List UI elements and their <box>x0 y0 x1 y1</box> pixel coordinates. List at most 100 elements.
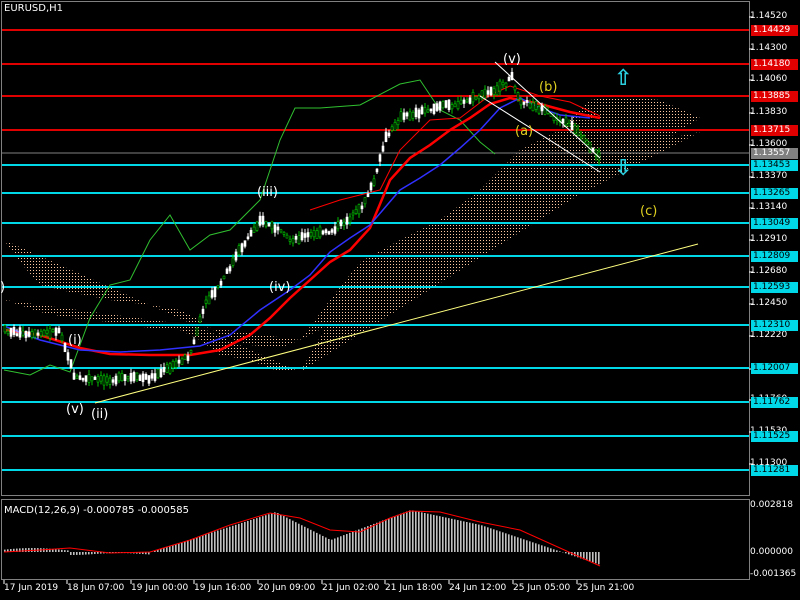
macd-histogram-bar <box>346 534 348 552</box>
time-axis-label: 24 Jun 12:00 <box>449 583 507 593</box>
macd-histogram-bar <box>514 536 516 552</box>
macd-histogram-bar <box>289 519 291 552</box>
macd-histogram-bar <box>202 535 204 552</box>
macd-histogram-bar <box>400 513 402 552</box>
macd-histogram-bar <box>16 548 18 552</box>
macd-histogram-bar <box>412 510 414 552</box>
channel-line-upper <box>494 61 601 159</box>
macd-histogram-bar <box>463 521 465 552</box>
macd-histogram-bar <box>301 525 303 552</box>
ichimoku-cloud-left <box>4 240 300 372</box>
macd-histogram-bar <box>526 540 528 552</box>
candle-body <box>129 372 133 382</box>
macd-histogram-bar <box>76 552 78 555</box>
wave-label-iv: (iv) <box>269 280 291 295</box>
macd-histogram-bar <box>70 552 72 555</box>
candle-body <box>414 107 418 118</box>
macd-histogram-bar <box>445 517 447 552</box>
macd-histogram-bar <box>94 552 96 555</box>
level-price-tag: 1.11525 <box>751 431 798 442</box>
level-price-tag: 1.13715 <box>751 125 798 136</box>
macd-histogram-bar <box>568 552 570 555</box>
level-price-tag: 1.13265 <box>751 188 798 199</box>
macd-histogram-bar <box>52 548 54 552</box>
candle-body <box>147 375 151 384</box>
macd-histogram-bar <box>592 552 594 563</box>
macd-histogram-bar <box>79 552 81 555</box>
candle-body <box>420 106 424 115</box>
macd-histogram-bar <box>148 552 150 555</box>
macd-histogram-bar <box>520 538 522 552</box>
macd-histogram-bar <box>265 515 267 552</box>
macd-histogram-bar <box>67 550 69 552</box>
macd-histogram-bar <box>391 517 393 552</box>
macd-histogram-bar <box>448 518 450 552</box>
candle-body <box>282 231 286 235</box>
macd-histogram-bar <box>454 519 456 552</box>
candle-body <box>288 238 292 242</box>
macd-histogram-bar <box>241 522 243 552</box>
macd-histogram-bar <box>409 510 411 552</box>
time-axis-label: 19 Jun 16:00 <box>194 583 252 593</box>
candle-body <box>525 100 529 103</box>
macd-histogram-bar <box>451 518 453 552</box>
candle-body <box>291 238 295 244</box>
candle-body <box>138 375 142 381</box>
candle-body <box>537 106 541 114</box>
time-axis-label: 25 Jun 21:00 <box>577 583 635 593</box>
candle-body <box>108 377 112 385</box>
up-arrow-icon: ⇧ <box>614 66 633 91</box>
wave-label-c: (c) <box>640 204 658 219</box>
candle-body <box>204 299 208 304</box>
macd-histogram-bar <box>91 552 93 555</box>
candle-body <box>258 215 262 226</box>
macd-histogram-bar <box>13 548 15 552</box>
candle-body <box>579 134 583 138</box>
candle-body <box>45 329 49 334</box>
macd-histogram-bar <box>493 529 495 552</box>
candle-body <box>444 100 448 108</box>
macd-histogram-bar <box>175 544 177 552</box>
level-price-tag: 1.12809 <box>751 251 798 262</box>
wave-label-v-start: (v) <box>66 402 84 417</box>
candle-body <box>516 92 520 100</box>
candle-body <box>27 331 31 337</box>
macd-histogram-bar <box>325 537 327 552</box>
time-axis-label: 17 Jun 2019 <box>4 583 59 593</box>
level-price-tag: 1.13049 <box>751 218 798 229</box>
candle-body <box>249 229 253 237</box>
macd-axis-top: 0.002818 <box>750 500 793 510</box>
level-price-tag: 1.14180 <box>751 59 798 70</box>
macd-histogram-bar <box>340 536 342 552</box>
level-price-tag: 1.11281 <box>751 465 798 476</box>
candle-body <box>159 368 163 378</box>
macd-histogram-bar <box>310 529 312 552</box>
macd-histogram-bar <box>100 552 102 554</box>
macd-histogram-bar <box>475 523 477 552</box>
candle-body <box>102 375 106 386</box>
candle-body <box>294 235 298 240</box>
macd-histogram-bar <box>55 549 57 552</box>
candle-body <box>78 375 82 380</box>
candle-body <box>471 92 475 103</box>
price-axis-label: 1.14300 <box>750 43 788 53</box>
macd-histogram-bar <box>214 531 216 552</box>
macd-histogram-bar <box>496 530 498 552</box>
macd-histogram-bar <box>10 549 12 552</box>
macd-histogram-bar <box>484 526 486 552</box>
candle-body <box>66 352 70 361</box>
time-axis-label: 25 Jun 05:00 <box>513 583 571 593</box>
candle-body <box>429 108 433 112</box>
down-arrow-icon: ⇩ <box>614 156 633 181</box>
macd-histogram-bar <box>586 552 588 561</box>
macd-histogram-bar <box>334 538 336 552</box>
macd-histogram-bar <box>469 522 471 552</box>
candle-body <box>495 85 499 96</box>
candle-body <box>318 226 322 238</box>
macd-histogram-bar <box>595 552 597 564</box>
candle-body <box>540 105 544 112</box>
price-axis-label: 1.13370 <box>750 171 788 181</box>
symbol-title: EURUSD,H1 <box>4 3 64 14</box>
candle-body <box>93 376 97 380</box>
